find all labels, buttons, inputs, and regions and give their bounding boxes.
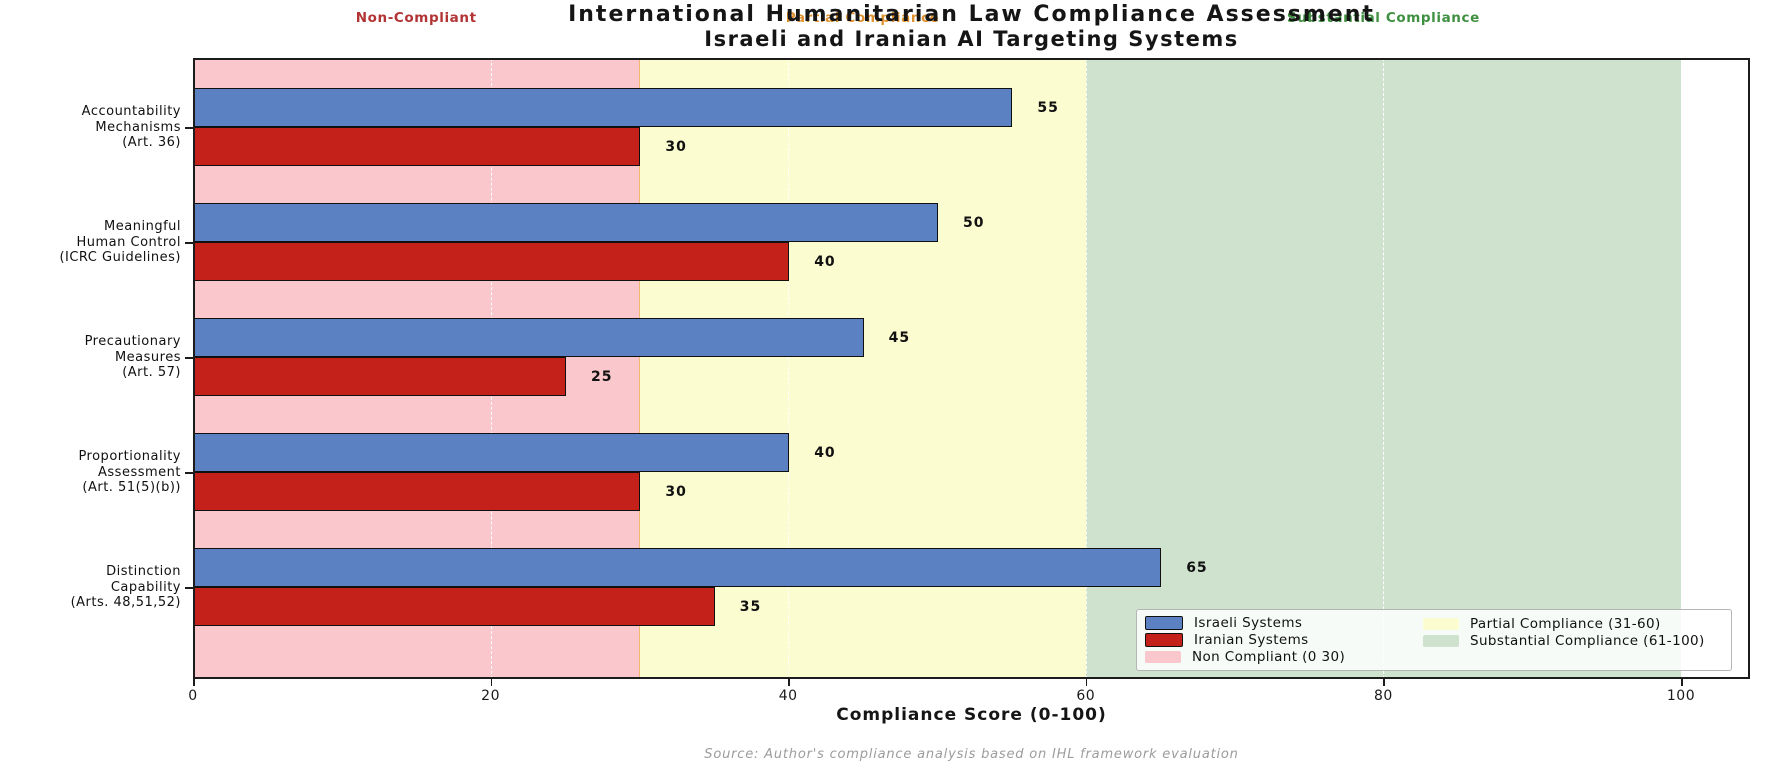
legend-label: Non Compliant (0 30) bbox=[1192, 648, 1346, 665]
y-axis-category-label: Proportionality Assessment (Art. 51(5)(b… bbox=[78, 448, 181, 495]
x-tick-mark bbox=[1681, 679, 1683, 686]
y-axis-category-label: Precautionary Measures (Art. 57) bbox=[84, 333, 181, 380]
x-tick-label: 60 bbox=[1076, 688, 1096, 704]
x-axis-label: Compliance Score (0-100) bbox=[836, 705, 1107, 725]
zone-boundary-line bbox=[639, 58, 641, 679]
legend-label: Partial Compliance (31-60) bbox=[1470, 615, 1661, 632]
bottom-spine bbox=[193, 676, 1750, 679]
source-note: Source: Author's compliance analysis bas… bbox=[704, 747, 1239, 762]
legend-label: Iranian Systems bbox=[1194, 632, 1309, 648]
y-axis-category-label: Accountability Mechanisms (Art. 36) bbox=[81, 103, 181, 150]
legend: Israeli Systems Iranian Systems Non Compli… bbox=[1136, 609, 1732, 671]
zone-label-non-compliant: Non-Compliant bbox=[355, 10, 477, 26]
x-tick-mark bbox=[1383, 679, 1385, 686]
y-tick-mark bbox=[185, 242, 193, 244]
legend-item: Non Compliant (0 30) bbox=[1145, 648, 1423, 665]
x-tick-label: 100 bbox=[1666, 688, 1696, 704]
y-axis-category-label: Distinction Capability (Arts. 48,51,52) bbox=[70, 563, 181, 610]
gridline bbox=[1085, 58, 1087, 679]
x-tick-mark bbox=[193, 679, 195, 686]
x-tick-mark bbox=[788, 679, 790, 686]
legend-column: Israeli Systems Iranian Systems Non Compli… bbox=[1145, 615, 1423, 665]
chart-title: International Humanitarian Law Complianc… bbox=[568, 2, 1375, 27]
right-spine bbox=[1748, 58, 1750, 679]
bar-value-label: 30 bbox=[665, 138, 687, 155]
chart-subtitle: Israeli and Iranian AI Targeting Systems bbox=[704, 27, 1239, 51]
bar-israeli-1 bbox=[194, 203, 938, 242]
zone-label-partial-compliance: Partial Compliance bbox=[785, 10, 940, 26]
y-tick-mark bbox=[185, 587, 193, 589]
x-tick-label: 80 bbox=[1373, 688, 1393, 704]
bar-iranian-4 bbox=[194, 587, 715, 626]
bar-iranian-1 bbox=[194, 242, 790, 281]
legend-item: Israeli Systems bbox=[1145, 615, 1423, 632]
bar-value-label: 40 bbox=[814, 253, 836, 270]
legend-swatch bbox=[1423, 634, 1459, 647]
legend-swatch bbox=[1145, 650, 1181, 663]
x-tick-mark bbox=[490, 679, 493, 686]
legend-column: Partial Compliance (31-60) Substantial Co… bbox=[1423, 615, 1705, 665]
legend-item: Substantial Compliance (61-100) bbox=[1423, 632, 1705, 649]
bar-value-label: 65 bbox=[1186, 559, 1208, 576]
y-tick-mark bbox=[185, 127, 193, 129]
bar-value-label: 30 bbox=[665, 483, 687, 500]
bar-value-label: 55 bbox=[1037, 99, 1059, 116]
bar-value-label: 25 bbox=[591, 368, 613, 385]
gridline bbox=[788, 58, 790, 679]
x-tick-mark bbox=[1085, 679, 1088, 686]
gridline bbox=[1681, 58, 1682, 679]
bar-iranian-0 bbox=[194, 127, 641, 166]
y-tick-mark bbox=[185, 357, 193, 359]
x-tick-label: 40 bbox=[778, 688, 798, 704]
legend-item: Partial Compliance (31-60) bbox=[1423, 615, 1705, 632]
zone-label-substantial-compliance: Substantial Compliance bbox=[1286, 10, 1480, 26]
legend-swatch bbox=[1145, 633, 1183, 647]
plot-area: 55 50 45 40 65 30 40 25 30 35 bbox=[193, 58, 1750, 679]
legend-label: Israeli Systems bbox=[1194, 615, 1303, 632]
legend-swatch bbox=[1423, 617, 1459, 630]
bar-iranian-3 bbox=[194, 472, 641, 511]
x-tick-label: 0 bbox=[188, 688, 198, 704]
gridline bbox=[1383, 58, 1385, 679]
legend-swatch bbox=[1145, 616, 1183, 631]
top-spine bbox=[193, 58, 1750, 60]
left-spine bbox=[193, 58, 195, 679]
bar-value-label: 35 bbox=[739, 598, 762, 615]
x-tick-label: 20 bbox=[481, 688, 501, 704]
bar-israeli-4 bbox=[194, 548, 1162, 587]
bar-value-label: 45 bbox=[888, 329, 911, 346]
bar-value-label: 40 bbox=[814, 444, 836, 461]
bar-value-label: 50 bbox=[963, 214, 985, 231]
y-axis-category-label: Meaningful Human Control (ICRC Guideline… bbox=[59, 218, 181, 265]
legend-item: Iranian Systems bbox=[1145, 632, 1423, 649]
bar-iranian-2 bbox=[194, 357, 566, 396]
bar-israeli-0 bbox=[194, 88, 1013, 127]
legend-label: Substantial Compliance (61-100) bbox=[1470, 632, 1705, 649]
bar-israeli-3 bbox=[194, 433, 790, 472]
y-tick-mark bbox=[185, 472, 193, 474]
bar-israeli-2 bbox=[194, 318, 864, 357]
